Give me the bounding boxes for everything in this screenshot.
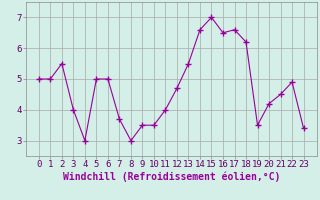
X-axis label: Windchill (Refroidissement éolien,°C): Windchill (Refroidissement éolien,°C)	[62, 172, 280, 182]
